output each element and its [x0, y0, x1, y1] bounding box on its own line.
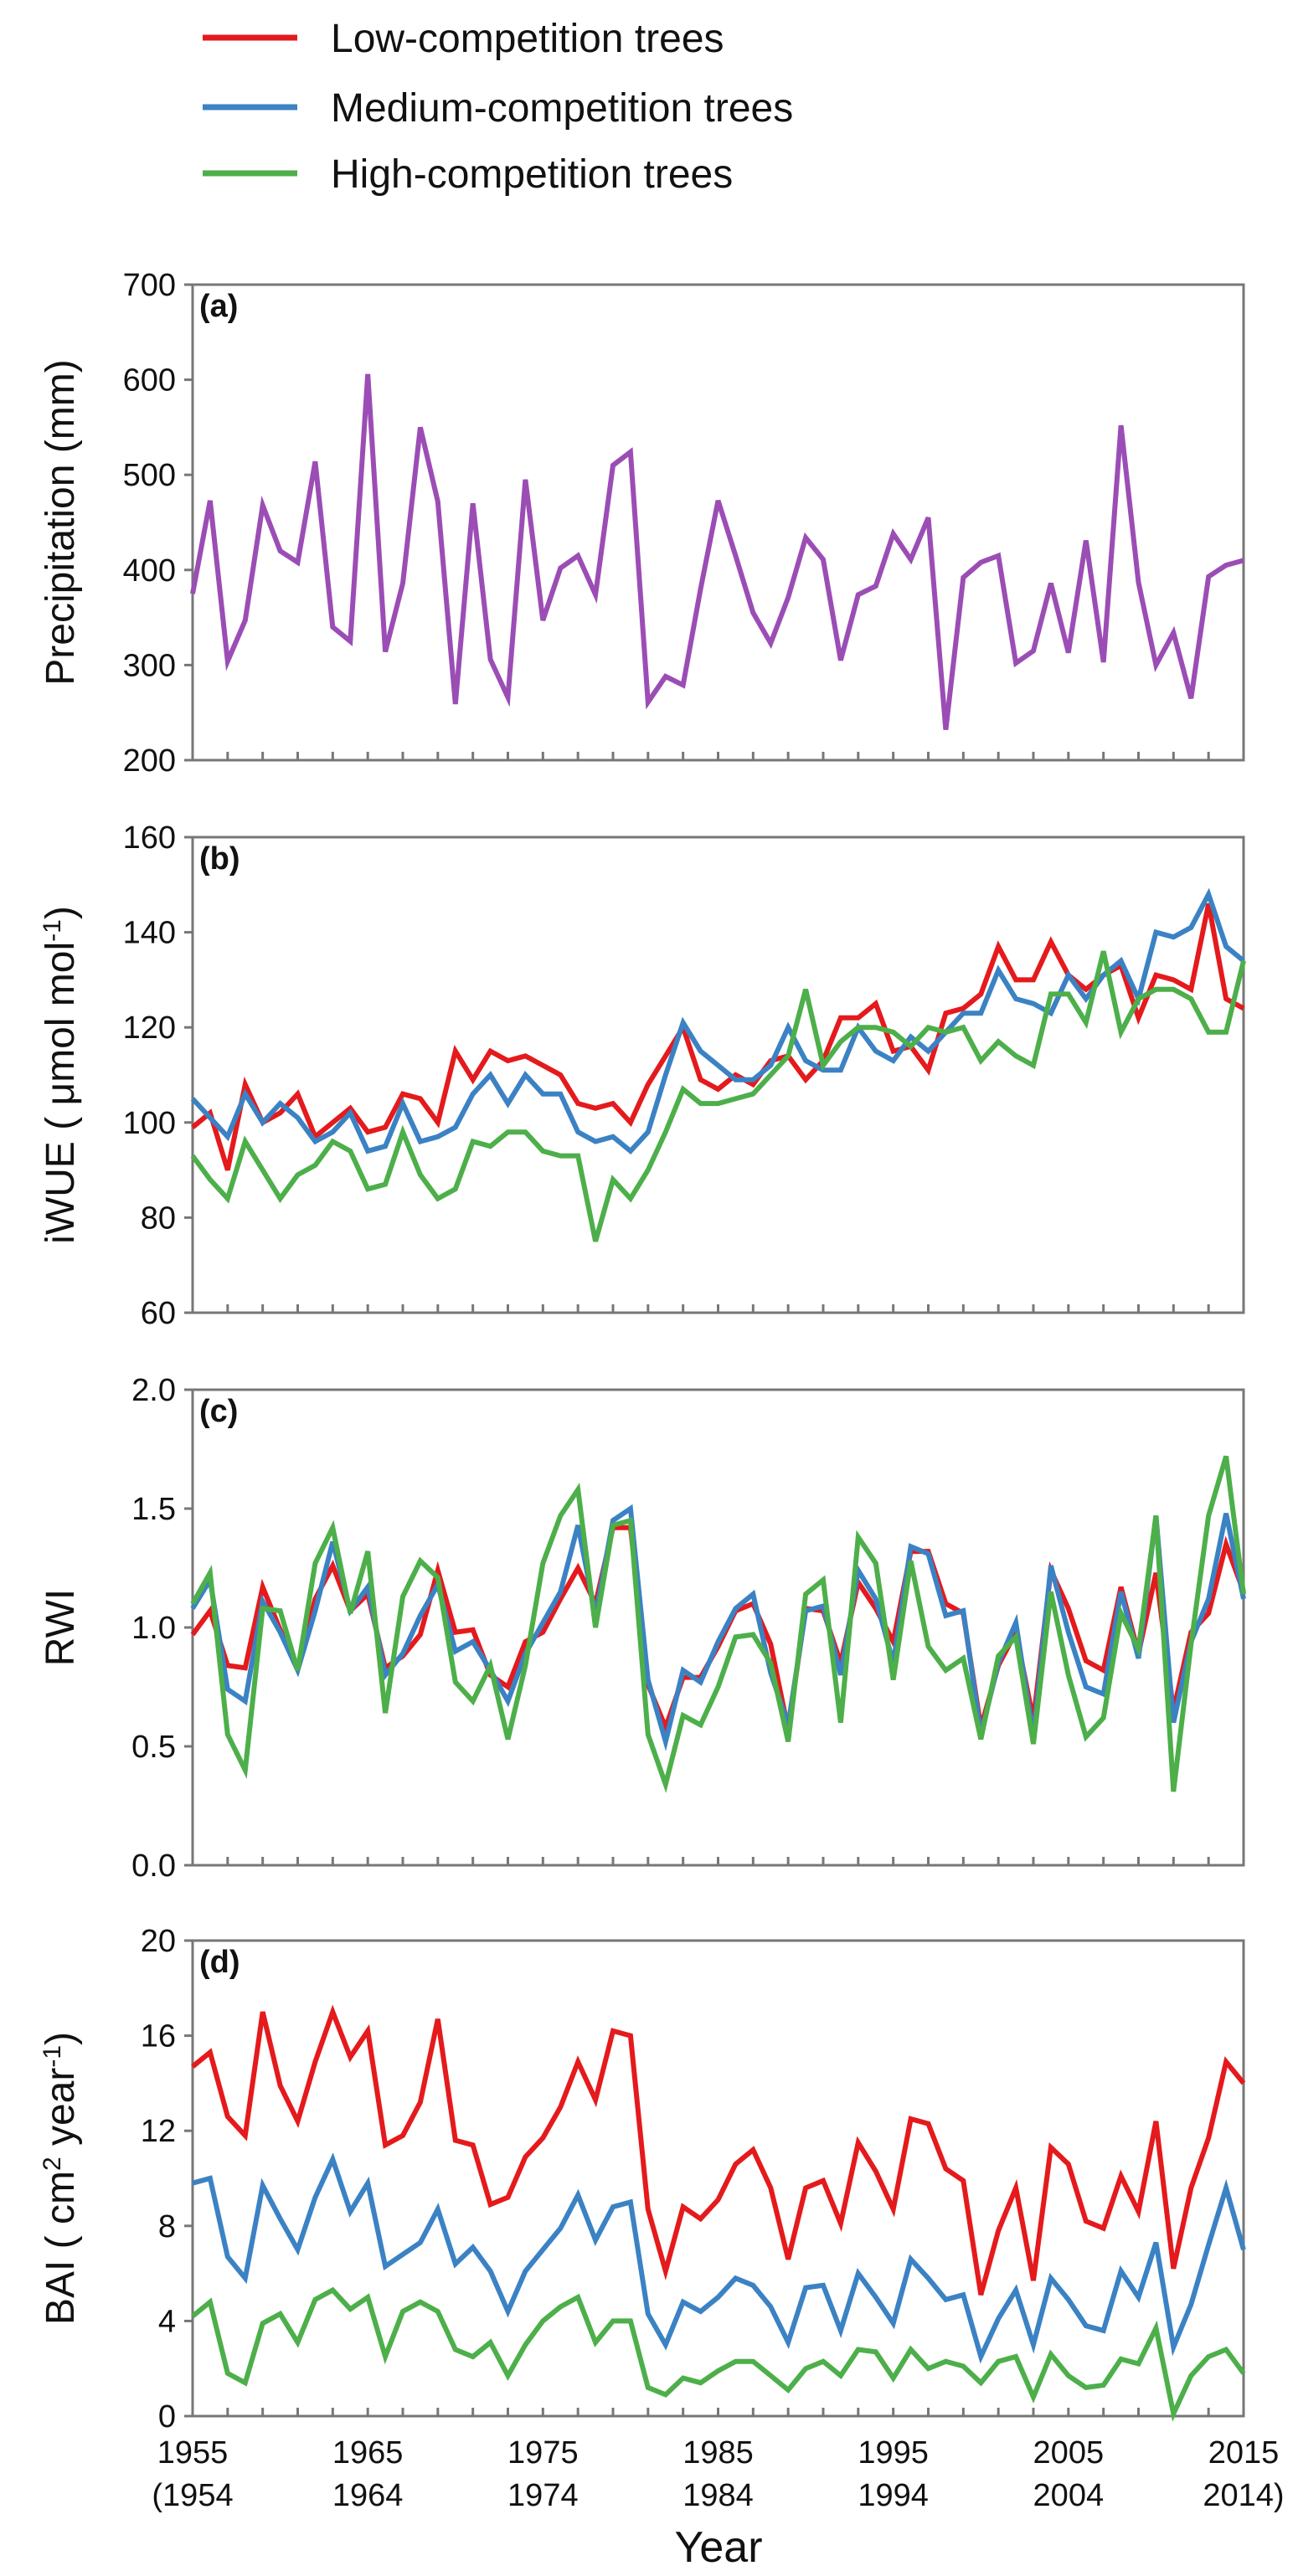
panel-a-ylabel: Precipitation (mm) — [39, 359, 83, 685]
panel-b-ytick-label: 160 — [123, 820, 176, 856]
panel-b: (b) iWUE ( μmol mol-1) 60 80 100 120 140 160 — [39, 820, 1246, 1331]
panel-b-ytick-label: 60 — [141, 1296, 176, 1331]
x-tick-label: 1975 — [507, 2435, 579, 2471]
panel-c-ylabel: RWI — [39, 1589, 83, 1666]
panel-b-lines — [190, 887, 1246, 1242]
panel-b-label: (b) — [199, 841, 240, 877]
x-axis-title: Year — [674, 2523, 762, 2572]
panel-c-ytick-label: 1.5 — [131, 1492, 176, 1527]
panel-c-label: (c) — [199, 1394, 238, 1429]
panel-c-frame — [191, 1388, 1245, 1867]
panel-a-ytick-label: 400 — [123, 553, 176, 589]
panel-c-ticks: 0.0 0.5 1.0 1.5 2.0 — [131, 1373, 1245, 1884]
panel-b-ytick-label: 120 — [123, 1010, 176, 1046]
panel-b-ylabel: iWUE ( μmol mol-1) — [39, 906, 84, 1244]
panel-d-ytick-label: 4 — [158, 2304, 176, 2339]
panel-c-ytick-label: 0.5 — [131, 1730, 176, 1765]
panel-d-ytick-label: 12 — [141, 2114, 176, 2149]
x-tick-label: 1965 — [332, 2435, 404, 2471]
legend-entry-high: High-competition trees — [203, 152, 733, 197]
x-tick-label: 2005 — [1033, 2435, 1105, 2471]
panel-d-ylabel-end: ) — [39, 2032, 83, 2045]
panel-a-frame — [191, 283, 1245, 762]
panel-d-series-0-line — [191, 2004, 1246, 2296]
panel-b-ytick-label: 100 — [123, 1106, 176, 1141]
panel-a-series-0-line — [190, 373, 1244, 730]
legend-entry-medium: Medium-competition trees — [203, 86, 793, 131]
panel-b-ylabel-sup: -1 — [39, 919, 66, 942]
panel-a-ytick-label: 200 — [123, 743, 176, 779]
panel-a: (a) Precipitation (mm) 200 300 400 500 600 70… — [39, 268, 1245, 779]
panel-d: (d) BAI ( cm2 year-1) 0 4 8 12 16 20 — [39, 1924, 1246, 2435]
panel-d-ylabel-main: BAI ( cm — [39, 2171, 83, 2325]
x-tick-label: 1985 — [682, 2435, 754, 2471]
panel-d-ytick-label: 8 — [158, 2209, 176, 2244]
panel-c-ytick-label: 0.0 — [131, 1848, 176, 1884]
panel-c: (c) RWI 0.0 0.5 1.0 1.5 2.0 — [39, 1373, 1246, 1884]
panel-d-series-2-line — [191, 2286, 1246, 2422]
x-ticks: 1955 1965 1975 1985 1995 2005 2015 (1954 1964 197… — [152, 2435, 1284, 2513]
panel-b-series-0-line — [191, 902, 1245, 1171]
panel-c-lines — [190, 1455, 1246, 1793]
panel-b-frame — [191, 836, 1245, 1314]
panel-d-label: (d) — [199, 1945, 240, 1980]
legend: Low-competition trees Medium-competition… — [203, 17, 793, 197]
x-tick-sublabel: 1974 — [507, 2478, 579, 2513]
x-tick-label: 1995 — [858, 2435, 929, 2471]
panel-d-series-1-line — [192, 2152, 1246, 2364]
x-tick-sublabel: 1984 — [682, 2478, 754, 2513]
legend-entry-low: Low-competition trees — [203, 17, 724, 61]
x-tick-label: 2015 — [1208, 2435, 1280, 2471]
legend-label-low: Low-competition trees — [331, 17, 724, 61]
panel-d-ylabel-mid: year — [39, 2068, 83, 2157]
panel-c-ytick-label: 2.0 — [131, 1373, 176, 1408]
panel-b-ylabel-main: iWUE ( μmol mol — [39, 942, 83, 1244]
x-tick-label: 1955 — [157, 2435, 229, 2471]
panel-b-series-1-line — [190, 887, 1245, 1155]
panel-d-ylabel: BAI ( cm2 year-1) — [39, 2032, 84, 2325]
panel-b-ytick-label: 140 — [123, 916, 176, 951]
panel-c-series-0-line — [190, 1525, 1246, 1735]
x-tick-sublabel: 2004 — [1033, 2478, 1105, 2513]
panel-b-ylabel-end: ) — [39, 906, 83, 919]
panel-d-ytick-label: 16 — [141, 2019, 176, 2054]
panel-a-ytick-label: 600 — [123, 363, 176, 398]
x-axis: 1955 1965 1975 1985 1995 2005 2015 (1954 1964 197… — [152, 2435, 1284, 2572]
panel-b-series-2-line — [190, 950, 1246, 1242]
panel-a-lines — [190, 373, 1244, 730]
panel-c-ytick-label: 1.0 — [131, 1611, 176, 1646]
panel-d-ticks: 0 4 8 12 16 20 — [141, 1924, 1245, 2435]
panel-b-ytick-label: 80 — [141, 1201, 176, 1236]
panel-a-label: (a) — [199, 289, 238, 324]
panel-d-lines — [191, 2004, 1246, 2422]
x-tick-sublabel: 1994 — [858, 2478, 929, 2513]
panel-a-ticks: 200 300 400 500 600 700 — [123, 268, 1245, 779]
panel-a-ytick-label: 700 — [123, 268, 176, 303]
panel-b-ticks: 60 80 100 120 140 160 — [123, 820, 1245, 1331]
panel-d-ytick-label: 20 — [141, 1924, 176, 1959]
panel-d-ylabel-sup2: -1 — [39, 2045, 66, 2068]
panel-d-ytick-label: 0 — [158, 2399, 176, 2435]
panel-c-series-1-line — [190, 1504, 1246, 1752]
legend-label-medium: Medium-competition trees — [331, 86, 793, 131]
panel-a-ytick-label: 500 — [123, 458, 176, 493]
panel-a-ytick-label: 300 — [123, 648, 176, 683]
panel-c-series-2-line — [190, 1455, 1246, 1793]
panel-d-ylabel-sup1: 2 — [39, 2157, 66, 2171]
panel-d-frame — [191, 1939, 1245, 2418]
x-tick-sublabel: (1954 — [152, 2478, 233, 2513]
x-tick-sublabel: 2014) — [1203, 2478, 1284, 2513]
x-tick-sublabel: 1964 — [332, 2478, 404, 2513]
legend-label-high: High-competition trees — [331, 152, 733, 197]
